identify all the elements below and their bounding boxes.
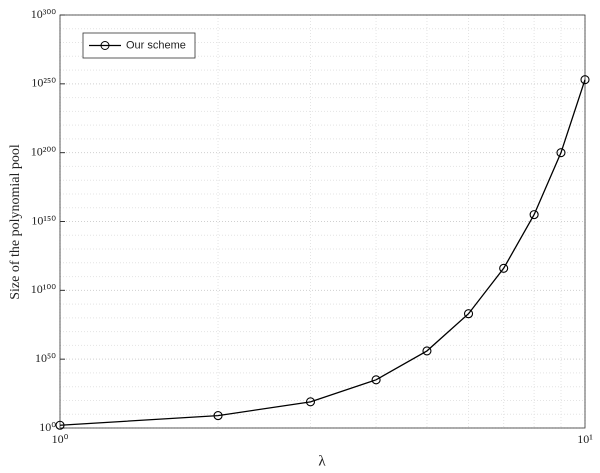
plot-frame (59, 14, 586, 429)
series-line (59, 79, 586, 426)
marker (213, 411, 223, 421)
y-tick-label: 10⁵⁰ (35, 351, 56, 365)
legend-box (82, 32, 196, 59)
marker (422, 346, 432, 356)
y-tick-label: 10²⁰⁰ (31, 144, 56, 158)
y-tick-label: 10⁰ (39, 420, 56, 434)
x-tick-label: 10⁰ (52, 432, 69, 446)
y-tick-label: 10¹⁰⁰ (31, 282, 56, 296)
x-tick-label: 10¹ (577, 432, 593, 446)
marker (371, 375, 381, 385)
y-tick-label: 10¹⁵⁰ (31, 213, 56, 227)
legend-label: Our scheme (126, 39, 186, 51)
marker (55, 420, 65, 430)
marker (580, 75, 590, 85)
marker (305, 397, 316, 407)
marker (556, 148, 566, 158)
marker (529, 210, 539, 220)
legend-marker (100, 41, 110, 50)
marker (499, 263, 509, 273)
y-tick-label: 10²⁵⁰ (31, 76, 56, 90)
y-axis-label: Size of the polynomial pool (8, 144, 23, 300)
x-axis-label: λ (318, 453, 326, 469)
marker (463, 309, 474, 319)
y-tick-label: 10³⁰⁰ (31, 7, 56, 21)
